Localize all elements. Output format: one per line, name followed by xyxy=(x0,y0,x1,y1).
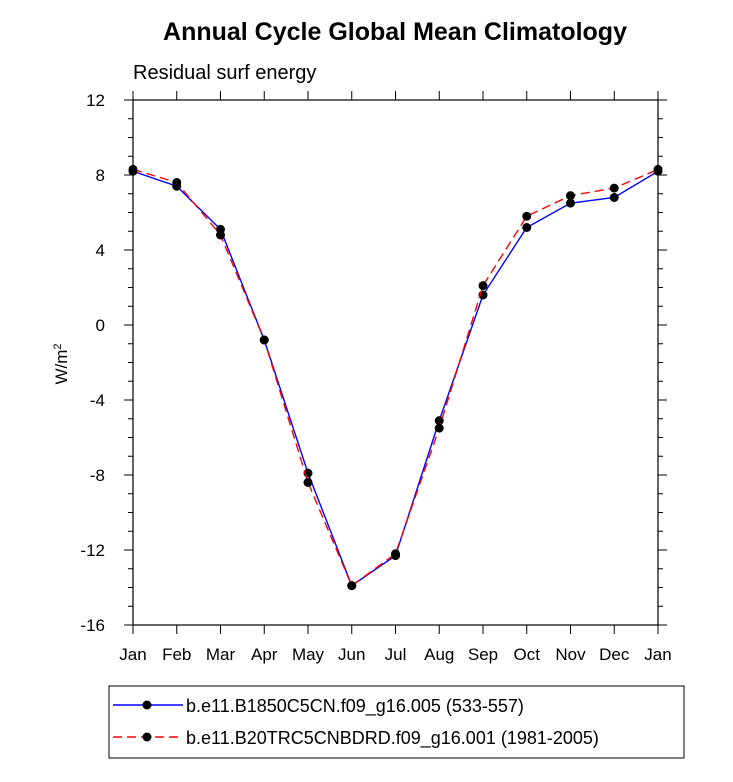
x-tick-label: Feb xyxy=(162,645,191,664)
series-2-point xyxy=(172,178,182,187)
series-1-point xyxy=(609,193,619,202)
series-1-point xyxy=(522,223,532,232)
series-1-point xyxy=(434,416,444,426)
legend: b.e11.B1850C5CN.f09_g16.005 (533-557) b.… xyxy=(108,685,685,759)
y-axis-label: W/m2 xyxy=(52,343,71,384)
plot-frame xyxy=(132,99,659,626)
legend-series-1-label: b.e11.B1850C5CN.f09_g16.005 (533-557) xyxy=(186,696,524,717)
series-1 xyxy=(128,166,663,591)
legend-box xyxy=(108,685,685,759)
series-2 xyxy=(128,164,663,591)
x-tick-label: Jun xyxy=(338,645,365,664)
series-2-point xyxy=(259,335,269,345)
series-2-point xyxy=(566,191,575,201)
x-tick-label: Jan xyxy=(644,645,671,664)
x-tick-label: Aug xyxy=(424,645,454,664)
series-2-point xyxy=(478,281,488,291)
x-tick-label: Mar xyxy=(206,645,236,664)
y-tick-label: -12 xyxy=(80,541,105,560)
series-layer xyxy=(128,164,663,591)
y-tick-label: -16 xyxy=(80,616,105,635)
series-1-line xyxy=(132,170,659,587)
series-1-point xyxy=(566,198,575,208)
x-tick-label: Oct xyxy=(514,645,541,664)
x-tick-label: Nov xyxy=(555,645,586,664)
series-2-point xyxy=(522,211,532,221)
axis-ticks xyxy=(124,91,667,634)
y-tick-label: 12 xyxy=(86,91,105,110)
legend-series-1-marker xyxy=(142,700,152,710)
x-tick-label: Sep xyxy=(468,645,498,664)
series-2-point xyxy=(609,183,619,193)
series-2-point xyxy=(216,230,225,240)
legend-series-2-label: b.e11.B20TRC5CNBDRD.f09_g16.001 (1981-20… xyxy=(186,728,599,749)
y-tick-label: -4 xyxy=(90,391,105,410)
y-tick-labels: -16 -12 -8 -4 0 4 8 12 xyxy=(80,91,105,635)
series-2-point xyxy=(347,581,357,591)
y-tick-label: 0 xyxy=(96,316,105,335)
x-tick-label: Jan xyxy=(119,645,146,664)
chart-title: Annual Cycle Global Mean Climatology xyxy=(163,18,627,46)
x-tick-label: May xyxy=(292,645,325,664)
chart-subtitle: Residual surf energy xyxy=(133,62,316,84)
x-tick-label: Apr xyxy=(251,645,278,664)
y-tick-label: 8 xyxy=(96,166,105,185)
y-tick-label: 4 xyxy=(96,241,105,260)
series-2-line xyxy=(132,168,659,587)
series-2-point xyxy=(434,423,444,433)
x-tick-label: Dec xyxy=(599,645,630,664)
series-2-point xyxy=(303,478,313,487)
y-tick-label: -8 xyxy=(90,466,105,485)
legend-series-2-marker xyxy=(142,732,152,742)
x-tick-labels: Jan Feb Mar Apr May Jun Jul Aug Sep Oct Nov Dec Jan xyxy=(119,645,671,664)
series-2-point xyxy=(391,549,400,559)
x-tick-label: Jul xyxy=(385,645,407,664)
